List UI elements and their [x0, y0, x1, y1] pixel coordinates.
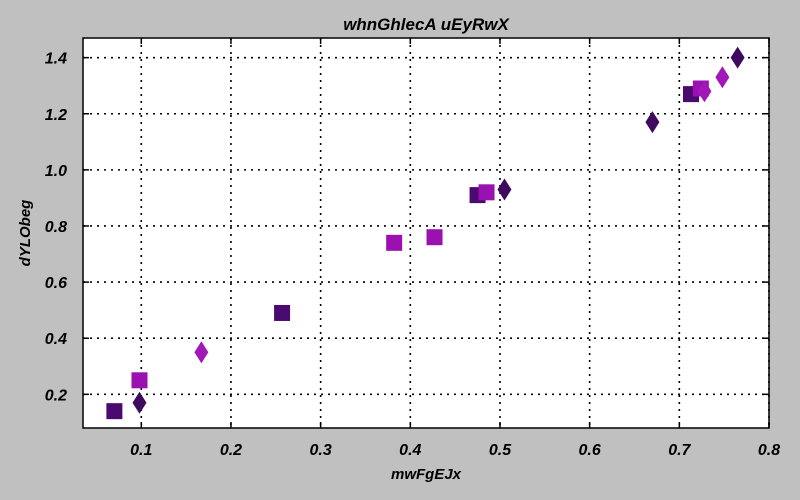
grid-lines	[83, 38, 770, 428]
x-axis-label: mwFgEJx	[391, 466, 462, 483]
y-tick-label: 1.4	[45, 51, 67, 68]
x-tick-label: 0.4	[399, 442, 421, 459]
square-point	[131, 372, 148, 389]
square-point	[386, 234, 403, 251]
diamond-point	[132, 391, 147, 414]
x-tick-label: 0.6	[579, 442, 601, 459]
y-axis-label: dYLObeg	[17, 200, 34, 267]
y-tick-label: 1.0	[45, 163, 67, 180]
y-tick-label: 0.4	[45, 331, 67, 348]
y-tick-label: 1.2	[45, 107, 67, 124]
y-tick-labels: 0.2 0.4 0.6 0.8 1.0 1.2 1.4	[45, 51, 67, 405]
x-tick-labels: 0.1 0.2 0.3 0.4 0.5 0.6 0.7 0.8	[130, 442, 780, 459]
square-point	[274, 304, 291, 321]
square-point	[426, 229, 443, 246]
square-point	[478, 184, 495, 201]
chart-title: whnGhlecA uEyRwX	[343, 15, 510, 34]
diamond-point	[697, 80, 712, 103]
diamond-point	[497, 178, 512, 201]
square-point	[106, 403, 123, 420]
x-tick-label: 0.3	[310, 442, 332, 459]
x-tick-label: 0.7	[668, 442, 691, 459]
x-tick-label: 0.1	[130, 442, 152, 459]
x-tick-label: 0.8	[758, 442, 780, 459]
diamond-point	[715, 66, 730, 89]
diamond-point	[645, 111, 660, 134]
y-tick-label: 0.2	[45, 387, 67, 404]
y-tick-label: 0.6	[45, 275, 67, 292]
tick-marks	[83, 38, 770, 428]
x-tick-label: 0.2	[220, 442, 242, 459]
diamond-point	[194, 341, 209, 364]
y-tick-label: 0.8	[45, 219, 67, 236]
x-tick-label: 0.5	[489, 442, 512, 459]
data-points	[106, 46, 745, 420]
plot-area	[82, 37, 770, 429]
diamond-point	[730, 46, 745, 69]
